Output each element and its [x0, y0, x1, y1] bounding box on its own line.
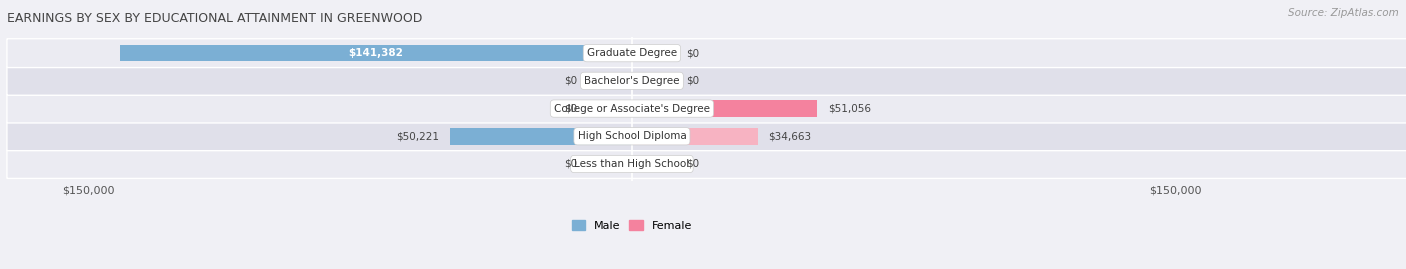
Bar — [450, 128, 631, 145]
Text: Source: ZipAtlas.com: Source: ZipAtlas.com — [1288, 8, 1399, 18]
Bar — [631, 156, 675, 172]
FancyBboxPatch shape — [7, 150, 1406, 178]
Text: $51,056: $51,056 — [828, 104, 870, 114]
Text: College or Associate's Degree: College or Associate's Degree — [554, 104, 710, 114]
FancyBboxPatch shape — [7, 66, 1406, 95]
Text: $0: $0 — [686, 76, 699, 86]
Text: $34,663: $34,663 — [769, 131, 811, 141]
Text: Less than High School: Less than High School — [574, 159, 689, 169]
Text: $0: $0 — [686, 48, 699, 58]
Bar — [631, 73, 675, 89]
Text: $0: $0 — [564, 76, 578, 86]
Text: $0: $0 — [564, 104, 578, 114]
FancyBboxPatch shape — [7, 39, 1406, 68]
Bar — [631, 45, 675, 61]
Bar — [631, 100, 817, 117]
Text: $141,382: $141,382 — [349, 48, 404, 58]
Text: High School Diploma: High School Diploma — [578, 131, 686, 141]
Text: $0: $0 — [564, 159, 578, 169]
Text: $0: $0 — [686, 159, 699, 169]
Text: EARNINGS BY SEX BY EDUCATIONAL ATTAINMENT IN GREENWOOD: EARNINGS BY SEX BY EDUCATIONAL ATTAINMEN… — [7, 12, 422, 25]
Text: $50,221: $50,221 — [396, 131, 439, 141]
Bar — [589, 100, 631, 117]
Bar — [120, 45, 631, 61]
Bar — [589, 156, 631, 172]
Text: Graduate Degree: Graduate Degree — [586, 48, 678, 58]
Legend: Male, Female: Male, Female — [568, 216, 696, 236]
Text: Bachelor's Degree: Bachelor's Degree — [583, 76, 679, 86]
FancyBboxPatch shape — [7, 94, 1406, 123]
Bar — [589, 73, 631, 89]
FancyBboxPatch shape — [7, 122, 1406, 151]
Bar — [631, 128, 758, 145]
